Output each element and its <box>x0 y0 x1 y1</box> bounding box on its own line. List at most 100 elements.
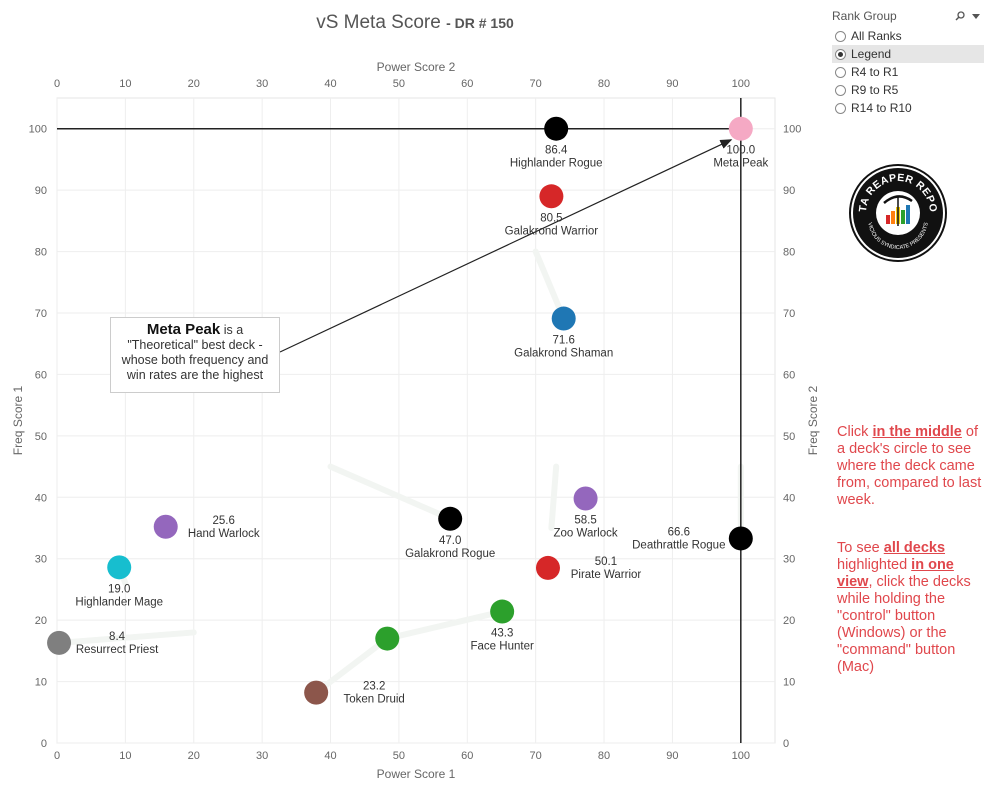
chevron-down-icon[interactable] <box>972 12 980 20</box>
trail-line <box>56 629 197 646</box>
deck-score-label: 80.5 <box>540 212 562 224</box>
y-tick-label: 70 <box>35 308 47 320</box>
deck-circle[interactable] <box>304 680 329 705</box>
y-tick-label: 50 <box>35 431 47 443</box>
deck-circle[interactable] <box>728 116 753 141</box>
deck-circle[interactable] <box>539 184 564 209</box>
radio-button[interactable] <box>835 102 846 114</box>
deck-name-label: Galakrond Shaman <box>514 348 613 360</box>
trail-line <box>548 463 560 531</box>
note1-bold: in the middle <box>872 424 962 440</box>
deck-score-label: 19.0 <box>108 583 130 595</box>
x-tick-label: 80 <box>598 750 610 762</box>
rank-option[interactable]: R14 to R10 <box>832 99 984 117</box>
y-tick-label: 60 <box>35 369 47 381</box>
deck-name-label: Pirate Warrior <box>571 569 642 581</box>
deck-circle[interactable] <box>107 555 132 580</box>
x-tick-label: 50 <box>393 750 405 762</box>
x-tick-label: 90 <box>666 750 678 762</box>
search-icon[interactable] <box>955 11 965 21</box>
deck-name-label: Zoo Warlock <box>554 528 618 540</box>
deck-name-label: Galakrond Rogue <box>405 548 495 560</box>
deck-score-label: 43.3 <box>491 628 513 640</box>
deck-name-label: Meta Peak <box>713 158 768 170</box>
rank-option[interactable]: R9 to R5 <box>832 81 984 99</box>
deck-circle[interactable] <box>551 306 576 331</box>
rank-option[interactable]: R4 to R1 <box>832 63 984 81</box>
x2-tick-label: 50 <box>393 78 405 90</box>
data-reaper-logo-icon <box>883 195 913 226</box>
x-tick-label: 10 <box>119 750 131 762</box>
meta-peak-callout: Meta Peak is a "Theoretical" best deck -… <box>110 317 280 393</box>
deck-score-label: 71.6 <box>553 335 575 347</box>
deck-circle[interactable] <box>375 626 400 651</box>
rank-option[interactable]: All Ranks <box>832 27 984 45</box>
y-tick-label: 90 <box>35 185 47 197</box>
deck-name-label: Highlander Rogue <box>510 158 603 170</box>
deck-name-label: Resurrect Priest <box>76 644 159 656</box>
note1-pre: Click <box>837 424 873 440</box>
deck-circle[interactable] <box>544 116 569 141</box>
x-tick-label: 70 <box>530 750 542 762</box>
deck-name-label: Hand Warlock <box>188 528 260 540</box>
y-tick-label: 100 <box>29 124 47 136</box>
y-tick-label: 30 <box>35 554 47 566</box>
deck-name-label: Galakrond Warrior <box>505 225 599 237</box>
callout-text: is a "Theoretical" best deck - whose bot… <box>121 323 269 382</box>
chart-title-sub: - DR # 150 <box>446 15 514 31</box>
deck-circle[interactable] <box>535 555 560 580</box>
x-tick-label: 0 <box>54 750 60 762</box>
note2-bold1: all decks <box>883 540 946 556</box>
deck-circle[interactable] <box>438 506 463 531</box>
y2-tick-label: 80 <box>783 247 795 259</box>
x2-tick-label: 90 <box>666 78 678 90</box>
chart-title: vS Meta Score - DR # 150 <box>0 12 830 34</box>
deck-circle[interactable] <box>47 630 72 655</box>
y2-tick-label: 10 <box>783 677 795 689</box>
deck-circle[interactable] <box>153 514 178 539</box>
deck-circle[interactable] <box>573 486 598 511</box>
rank-option-label: R9 to R5 <box>851 83 899 97</box>
trail-line <box>313 635 391 696</box>
y-tick-label: 40 <box>35 492 47 504</box>
click-instruction-note: Click in the middle of a deck's circle t… <box>837 424 985 509</box>
x2-tick-label: 10 <box>119 78 131 90</box>
rank-option-label: R14 to R10 <box>851 101 912 115</box>
radio-button[interactable] <box>835 84 846 96</box>
deck-circle[interactable] <box>490 599 515 624</box>
note2-bold2: in one view <box>837 557 954 590</box>
x2-tick-label: 40 <box>324 78 336 90</box>
filter-controls[interactable] <box>955 10 984 22</box>
deck-score-label: 86.4 <box>545 145 568 157</box>
note2-post: , click the decks while holding the "con… <box>837 574 971 675</box>
radio-button[interactable] <box>835 48 846 60</box>
deck-circle[interactable] <box>728 526 753 551</box>
x-tick-label: 40 <box>324 750 336 762</box>
y-tick-label: 20 <box>35 615 47 627</box>
y2-tick-label: 20 <box>783 615 795 627</box>
callout-bold: Meta Peak <box>146 321 221 338</box>
y2-axis-title: Freq Score 2 <box>806 385 820 455</box>
deck-point[interactable] <box>375 626 400 651</box>
data-reaper-logo: DATA REAPER REPORT VICIOUS SYNDICATE PRE… <box>848 163 947 262</box>
radio-button[interactable] <box>835 66 846 78</box>
rank-option[interactable]: Legend <box>832 45 984 63</box>
deck-score-label: 8.4 <box>109 631 126 643</box>
radio-button[interactable] <box>835 30 846 42</box>
x-tick-label: 100 <box>732 750 750 762</box>
deck-name-label: Face Hunter <box>471 641 534 653</box>
note2-pre: To see <box>837 540 884 556</box>
